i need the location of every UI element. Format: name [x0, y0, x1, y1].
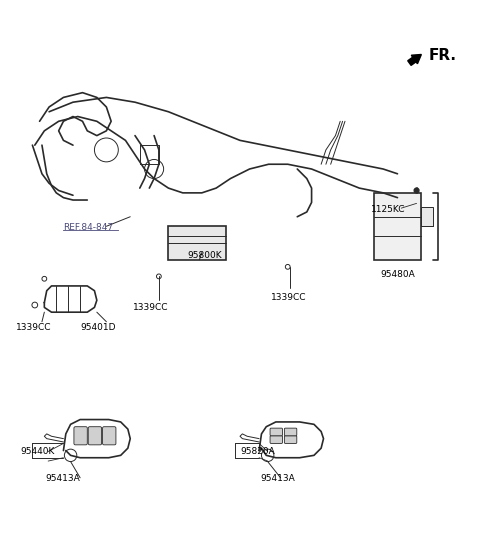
- Text: 1339CC: 1339CC: [132, 303, 168, 312]
- FancyBboxPatch shape: [270, 436, 282, 443]
- Text: 1125KC: 1125KC: [371, 205, 406, 214]
- Text: 95820A: 95820A: [240, 447, 275, 456]
- Circle shape: [414, 188, 419, 193]
- Text: 1339CC: 1339CC: [271, 293, 307, 302]
- FancyBboxPatch shape: [421, 207, 433, 226]
- Text: 95800K: 95800K: [188, 252, 222, 260]
- FancyBboxPatch shape: [270, 428, 282, 436]
- Text: 95413A: 95413A: [261, 474, 295, 483]
- Text: REF.84-847: REF.84-847: [63, 222, 114, 232]
- FancyBboxPatch shape: [103, 427, 116, 445]
- Text: 95401D: 95401D: [80, 323, 116, 332]
- Text: 95413A: 95413A: [45, 474, 80, 483]
- FancyBboxPatch shape: [168, 226, 226, 260]
- FancyBboxPatch shape: [284, 428, 297, 436]
- FancyBboxPatch shape: [88, 427, 102, 445]
- Text: 1339CC: 1339CC: [16, 323, 51, 332]
- Text: 95440K: 95440K: [21, 447, 55, 456]
- Text: FR.: FR.: [429, 48, 456, 63]
- Text: 95480A: 95480A: [381, 271, 416, 279]
- FancyBboxPatch shape: [284, 436, 297, 443]
- FancyBboxPatch shape: [74, 427, 87, 445]
- FancyArrow shape: [408, 54, 421, 65]
- FancyBboxPatch shape: [373, 193, 421, 260]
